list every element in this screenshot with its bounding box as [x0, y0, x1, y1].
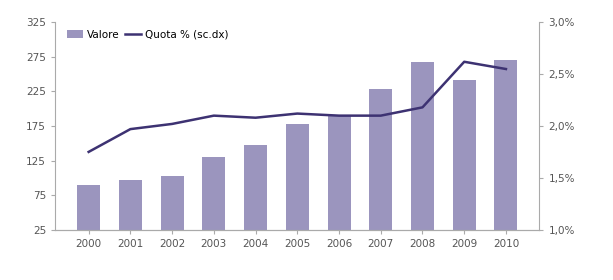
Bar	[244, 145, 267, 247]
Bar	[161, 176, 183, 247]
Bar	[411, 62, 434, 247]
Bar	[77, 185, 100, 247]
Bar	[202, 157, 226, 247]
Legend: Valore, Quota % (sc.dx): Valore, Quota % (sc.dx)	[65, 28, 230, 42]
Bar	[286, 124, 309, 247]
Bar	[453, 80, 476, 247]
Bar	[327, 116, 351, 247]
Bar	[369, 89, 392, 247]
Bar	[119, 180, 142, 247]
Bar	[495, 60, 517, 247]
